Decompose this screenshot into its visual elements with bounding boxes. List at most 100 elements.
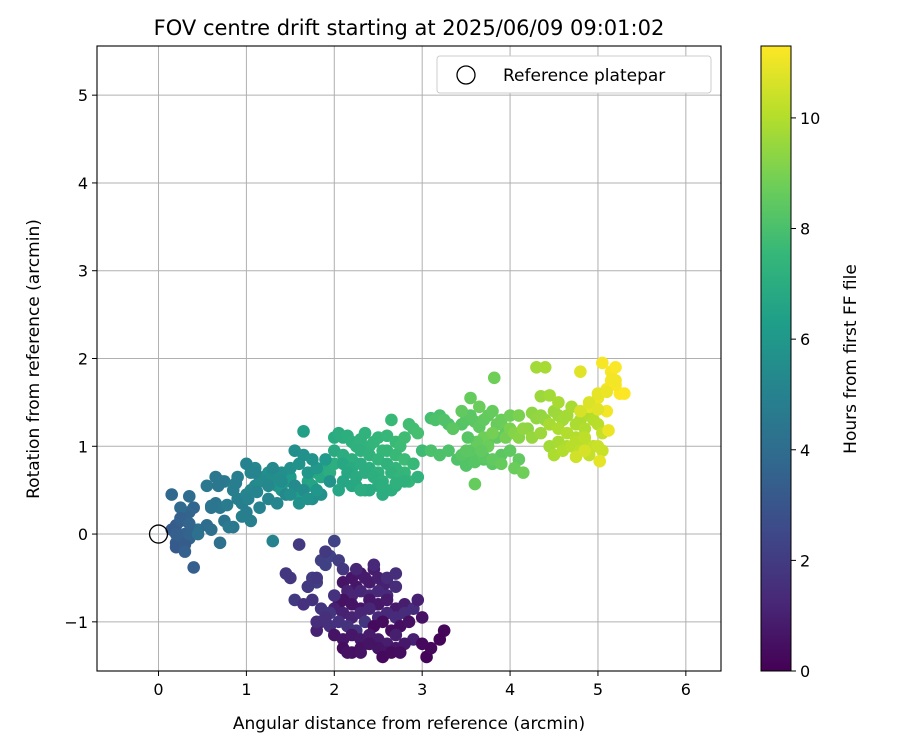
scatter-point [569,450,583,464]
scatter-point [253,501,266,515]
scatter-point [442,444,455,457]
scatter-point [244,514,258,528]
scatter-point [512,409,526,422]
scatter-point [306,593,319,607]
scatter-point [591,403,605,416]
scatter-point [389,567,403,580]
reference-platepar-marker [148,524,169,544]
x-tick-label: 4 [505,680,515,699]
scatter-point [593,454,607,468]
colorbar-gradient [760,45,792,672]
scatter-point [389,580,403,594]
colorbar-tick-label: 8 [800,220,810,239]
scatter-point [165,488,179,501]
scatter-point [574,365,587,378]
legend-label: Reference platepar [503,66,665,86]
x-axis-ticks: 0 1 2 3 4 5 6 [153,671,691,699]
colorbar: 0 2 4 6 8 10 Hours from first FF file [760,45,861,681]
scatter-point [609,374,622,387]
scatter-point [182,517,196,530]
x-tick-label: 1 [241,680,251,699]
scatter-point [596,356,609,370]
scatter-point [411,426,425,440]
scatter-point [459,444,473,457]
scatter-point [187,561,200,574]
scatter-point [310,624,324,637]
scatter-point [393,646,407,659]
scatter-point [429,413,442,427]
scatter-point [262,479,275,493]
scatter-point [415,637,429,651]
scatter-point [211,479,225,493]
scatter-point [474,444,488,457]
scatter-point [323,475,337,488]
scatter-point [200,479,214,493]
legend: Reference platepar [436,55,712,94]
x-tick-label: 0 [153,680,163,699]
scatter-point [279,567,293,580]
scatter-point [222,520,236,534]
chart-title: FOV centre drift starting at 2025/06/09 … [154,16,665,40]
scatter-point [385,646,398,659]
scatter-point [327,589,341,602]
scatter-point [358,426,372,440]
scatter-point [178,545,192,558]
scatter-point [380,429,394,443]
colorbar-tick-label: 4 [800,441,810,460]
scatter-point [376,488,389,501]
scatter-point [534,426,548,440]
y-tick-label: 4 [78,174,88,193]
scatter-point [376,479,389,493]
scatter-point [174,501,187,515]
y-tick-label: 2 [78,350,88,369]
scatter-point [354,483,367,497]
scatter-point [250,485,264,499]
scatter-point [411,593,425,607]
scatter-point [560,426,574,440]
scatter-point [494,457,508,471]
colorbar-tick-label: 10 [800,109,820,128]
scatter-point [319,611,332,624]
scatter-point [336,562,350,576]
scatter-point [516,466,530,479]
scatter-point [538,360,552,374]
scatter-point [310,483,324,497]
scatter-point [301,492,315,506]
scatter-point [407,457,420,471]
scatter-point [220,498,234,512]
legend-box [436,55,712,94]
y-axis-label: Rotation from reference (arcmin) [24,219,44,499]
scatter-point [503,409,517,422]
colorbar-tick-label: 2 [800,551,810,570]
colorbar-ticks: 0 2 4 6 8 10 [791,109,820,681]
y-tick-label: −1 [64,613,88,632]
scatter-point [363,483,376,497]
scatter-point [455,404,469,418]
y-tick-label: 0 [78,525,88,544]
scatter-point [473,400,486,414]
scatter-point [591,439,605,453]
scatter-point [182,490,196,503]
scatter-point [284,488,297,501]
scatter-point [385,413,398,427]
scatter-point [582,396,596,409]
scatter-point [437,413,451,427]
scatter-point [411,470,425,484]
scatter-point [213,536,227,550]
scatter-point [530,360,543,374]
scatter-point [187,501,200,515]
scatter-point [336,475,350,488]
x-tick-label: 6 [681,680,691,699]
scatter-point [503,444,517,457]
scatter-point [319,545,332,558]
scatter-point [241,492,255,506]
scatter-point [266,534,280,548]
scatter-point [461,431,475,444]
scatter-point [402,615,416,629]
scatter-point [486,404,499,418]
scatter-point [609,360,622,374]
scatter-point [341,646,354,659]
x-tick-label: 2 [329,680,339,699]
scatter-point [446,422,460,436]
